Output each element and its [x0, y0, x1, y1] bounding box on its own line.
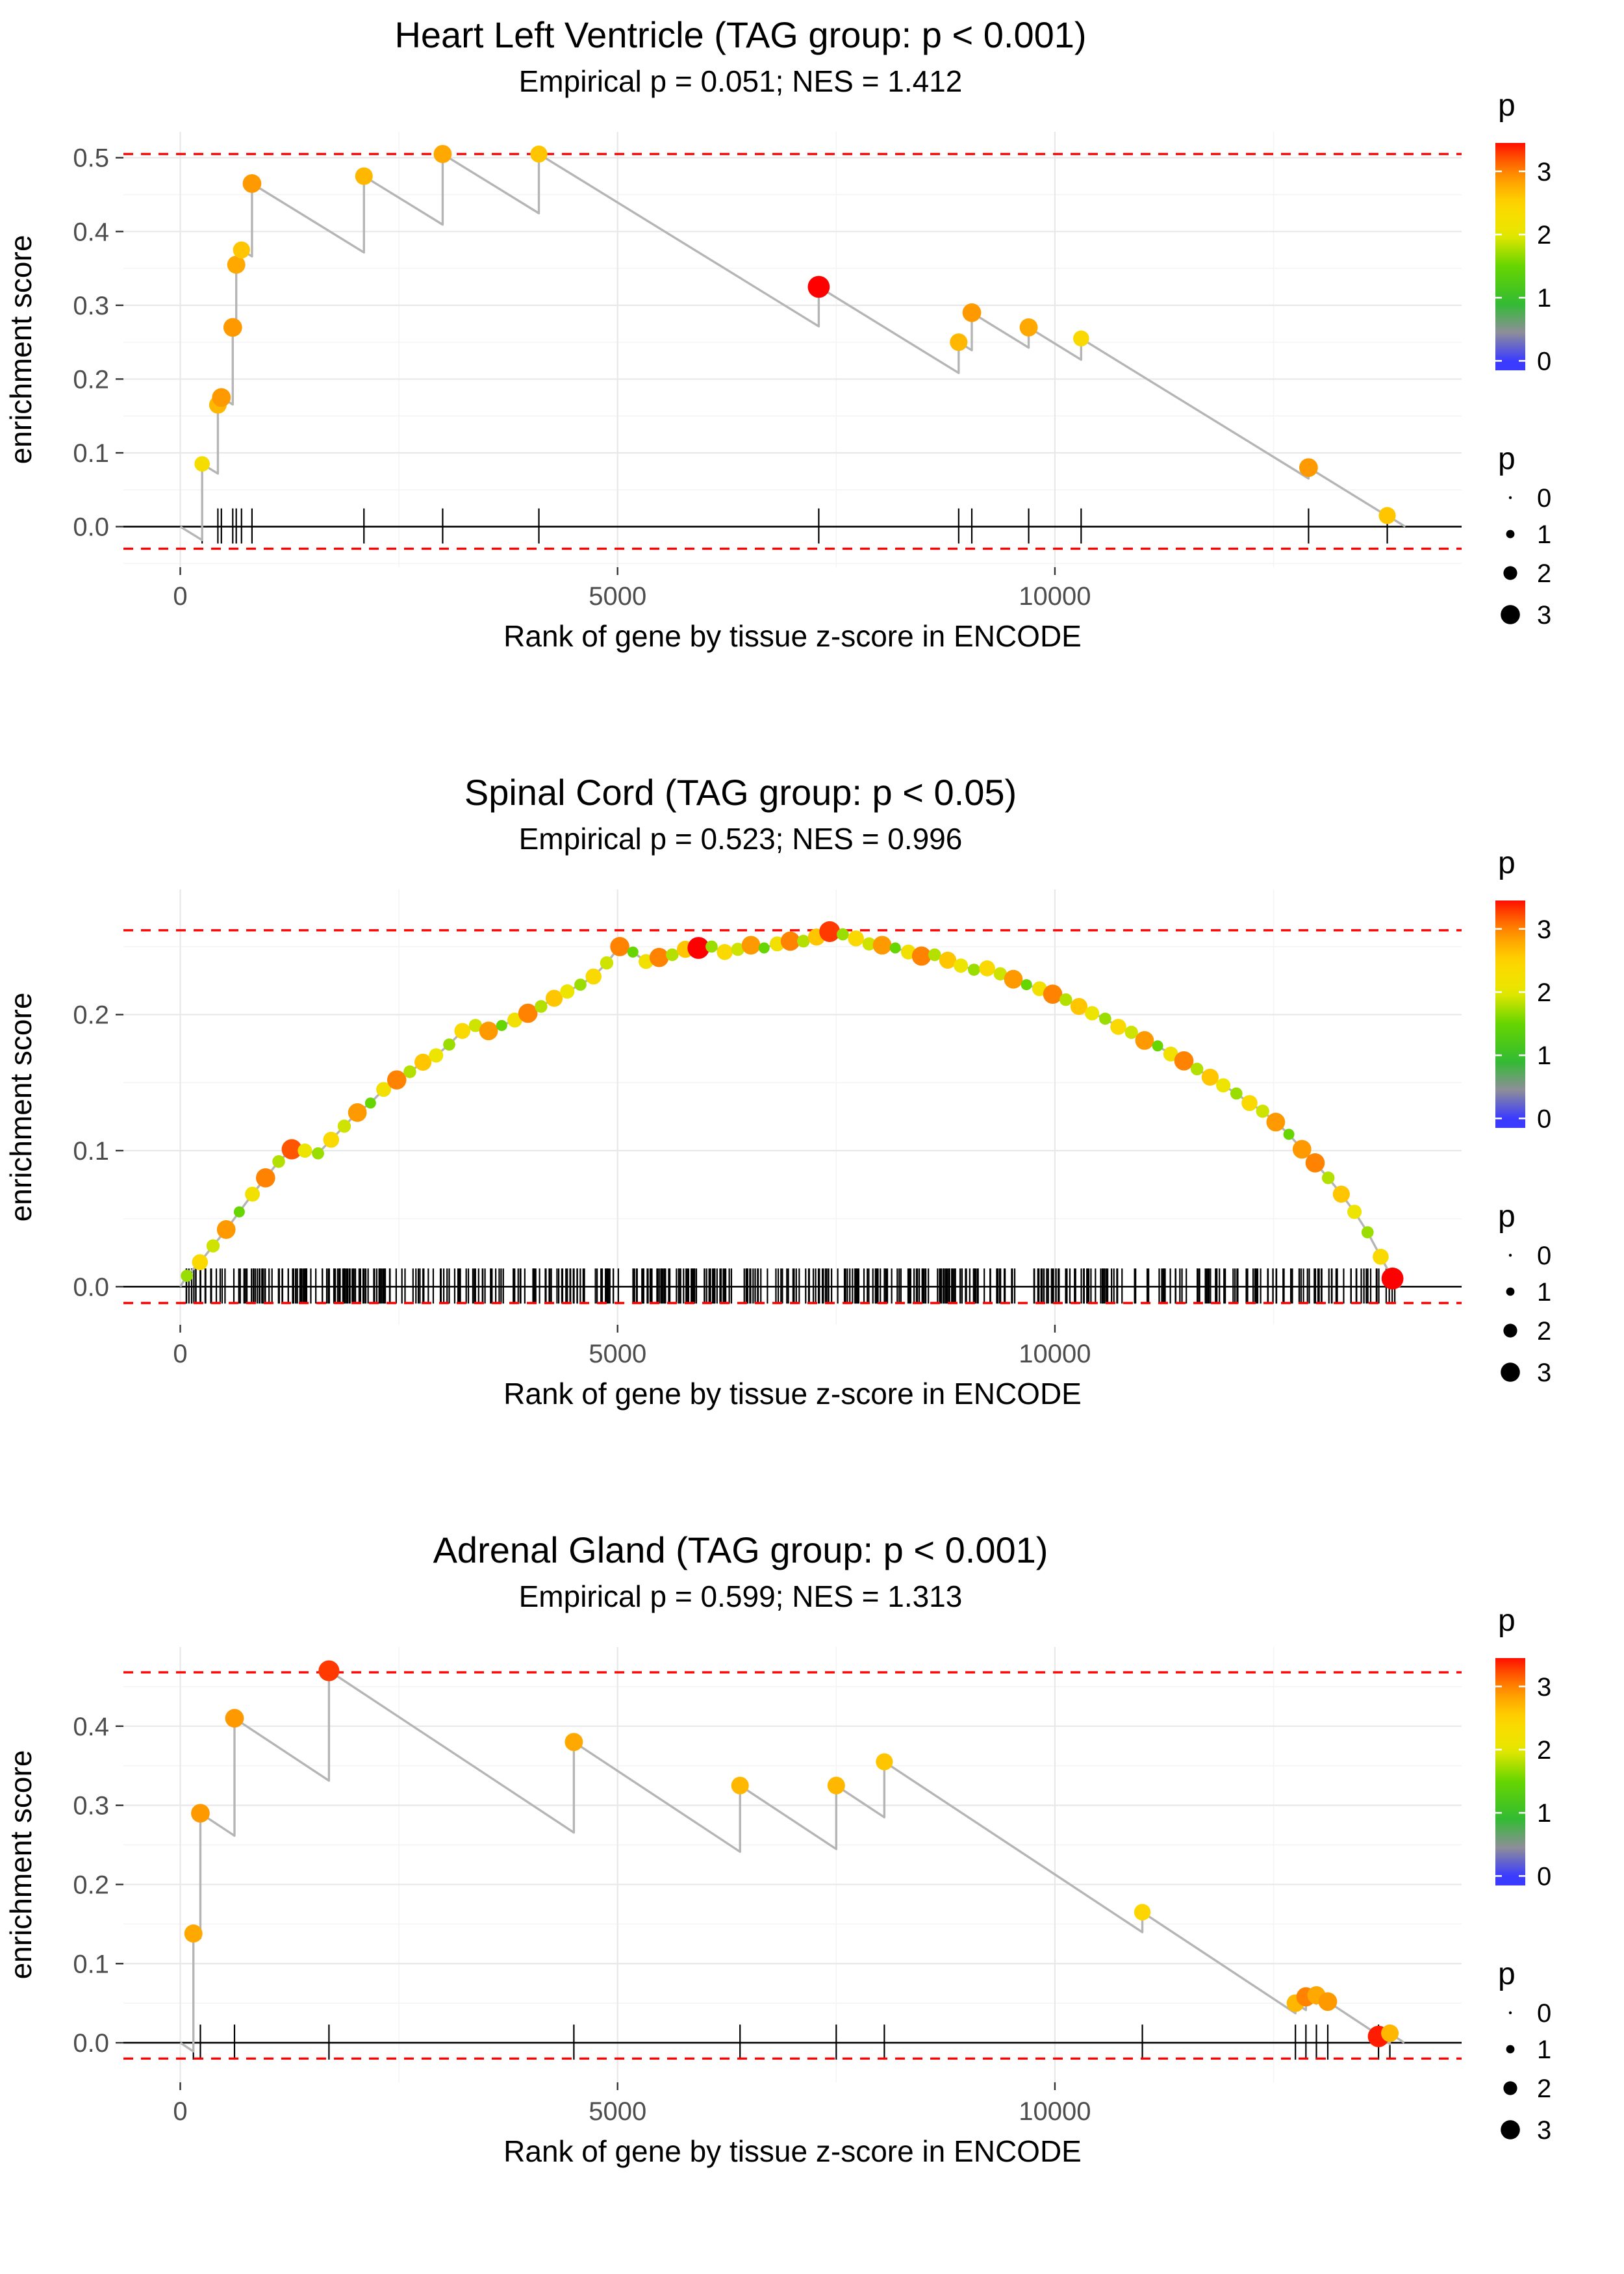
svg-text:0.3: 0.3: [73, 292, 109, 320]
svg-text:0: 0: [1537, 484, 1551, 513]
svg-text:1: 1: [1537, 1799, 1551, 1828]
svg-text:2: 2: [1537, 559, 1551, 588]
svg-text:p: p: [1498, 846, 1516, 880]
svg-text:3: 3: [1537, 2116, 1551, 2145]
enrichment-plot: 0 5000 10000 0.0 0.1 0.2 0.3 0.4 Rank of gene by…: [4, 1646, 1462, 2168]
svg-text:0.1: 0.1: [73, 439, 109, 468]
panel-title: Heart Left Ventricle (TAG group: p < 0.0…: [394, 14, 1087, 55]
svg-text:0.1: 0.1: [73, 1950, 109, 1978]
svg-text:0.3: 0.3: [73, 1792, 109, 1820]
svg-text:0: 0: [1537, 347, 1551, 376]
svg-text:3: 3: [1537, 915, 1551, 944]
svg-text:0.0: 0.0: [73, 513, 109, 542]
svg-text:p: p: [1498, 1957, 1516, 1991]
svg-text:Rank of gene by tissue z-score: Rank of gene by tissue z-score in ENCODE: [503, 2134, 1082, 2168]
svg-text:1: 1: [1537, 2036, 1551, 2064]
svg-text:p: p: [1498, 88, 1516, 123]
plot-column: Spinal Cord (TAG group: p < 0.05) Empiri…: [0, 758, 1481, 1515]
svg-text:enrichment score: enrichment score: [4, 235, 38, 465]
svg-text:10000: 10000: [1019, 1340, 1091, 1368]
svg-text:0.5: 0.5: [73, 144, 109, 173]
svg-text:2: 2: [1537, 2075, 1551, 2103]
svg-text:1: 1: [1537, 1278, 1551, 1307]
svg-text:2: 2: [1537, 1317, 1551, 1346]
svg-text:3: 3: [1537, 1359, 1551, 1387]
panel-adrenal-gland: Adrenal Gland (TAG group: p < 0.001) Emp…: [0, 1515, 1624, 2273]
svg-text:0: 0: [1537, 1999, 1551, 2028]
svg-text:10000: 10000: [1019, 582, 1091, 611]
plot-column: Adrenal Gland (TAG group: p < 0.001) Emp…: [0, 1515, 1481, 2273]
svg-text:0: 0: [173, 2097, 187, 2126]
svg-text:0.2: 0.2: [73, 1001, 109, 1030]
svg-text:5000: 5000: [589, 1340, 646, 1368]
panel-subtitle: Empirical p = 0.051; NES = 1.412: [518, 64, 963, 99]
panel-title: Adrenal Gland (TAG group: p < 0.001): [433, 1529, 1048, 1570]
svg-text:0.4: 0.4: [73, 218, 109, 246]
svg-text:0.2: 0.2: [73, 365, 109, 394]
enrichment-plot: 0 5000 10000 0.0 0.1 0.2 0.3 0.4 0.5 Rank of gene…: [4, 131, 1462, 653]
svg-text:1: 1: [1537, 1041, 1551, 1070]
enrichment-plot: 0 5000 10000 0.0 0.1 0.2 Rank of gene by tissu…: [4, 889, 1462, 1411]
svg-text:0: 0: [1537, 1242, 1551, 1270]
panel-subtitle: Empirical p = 0.523; NES = 0.996: [518, 822, 963, 856]
svg-text:1: 1: [1537, 520, 1551, 549]
svg-text:enrichment score: enrichment score: [4, 1750, 38, 1980]
panel-subtitle: Empirical p = 0.599; NES = 1.313: [518, 1579, 963, 1614]
svg-text:0.2: 0.2: [73, 1871, 109, 1899]
svg-text:0: 0: [1537, 1862, 1551, 1891]
svg-text:10000: 10000: [1019, 2097, 1091, 2126]
svg-text:p: p: [1498, 1603, 1516, 1638]
svg-text:Rank of gene by tissue z-score: Rank of gene by tissue z-score in ENCODE: [503, 1377, 1082, 1411]
svg-text:0.4: 0.4: [73, 1713, 109, 1741]
svg-text:0: 0: [1537, 1105, 1551, 1133]
panel-spinal-cord: Spinal Cord (TAG group: p < 0.05) Empiri…: [0, 758, 1624, 1515]
svg-text:5000: 5000: [589, 2097, 646, 2126]
svg-text:3: 3: [1537, 601, 1551, 630]
panel-heart-left-ventricle: Heart Left Ventricle (TAG group: p < 0.0…: [0, 0, 1624, 758]
svg-text:3: 3: [1537, 158, 1551, 186]
svg-text:0: 0: [173, 1340, 187, 1368]
svg-text:0.0: 0.0: [73, 2029, 109, 2058]
svg-text:enrichment score: enrichment score: [4, 993, 38, 1222]
svg-text:p: p: [1498, 442, 1516, 476]
plot-column: Heart Left Ventricle (TAG group: p < 0.0…: [0, 0, 1481, 758]
svg-text:5000: 5000: [589, 582, 646, 611]
svg-text:0: 0: [173, 582, 187, 611]
svg-text:2: 2: [1537, 978, 1551, 1007]
svg-text:1: 1: [1537, 284, 1551, 313]
svg-text:3: 3: [1537, 1673, 1551, 1702]
panel-title: Spinal Cord (TAG group: p < 0.05): [464, 772, 1017, 813]
svg-text:2: 2: [1537, 1736, 1551, 1765]
svg-text:0.1: 0.1: [73, 1137, 109, 1166]
svg-text:p: p: [1498, 1199, 1516, 1234]
svg-text:Rank of gene by tissue z-score: Rank of gene by tissue z-score in ENCODE: [503, 619, 1082, 653]
svg-text:2: 2: [1537, 221, 1551, 249]
svg-text:0.0: 0.0: [73, 1273, 109, 1301]
